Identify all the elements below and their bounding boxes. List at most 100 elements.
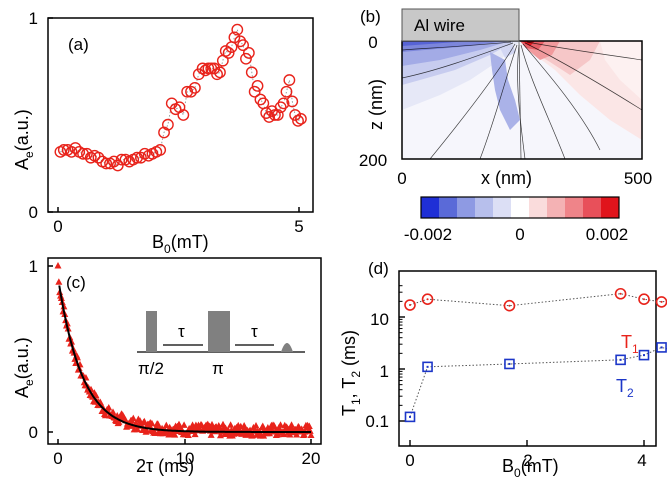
b-colorbar-segment — [475, 197, 494, 218]
a-data-point — [237, 39, 249, 52]
b-ytick-0: 0 — [368, 33, 377, 52]
a-data-point — [196, 62, 209, 75]
c-data-point — [277, 421, 285, 428]
c-pulse-sequence: τ τ π/2 π — [137, 311, 305, 378]
a-data-point — [283, 74, 296, 86]
a-data-point — [277, 97, 290, 110]
c-data-point — [115, 418, 123, 425]
c-xlabel: 2τ (ms) — [136, 456, 194, 476]
c-data-point — [252, 421, 260, 429]
a-data-point — [231, 23, 244, 36]
d-t2-point — [638, 349, 650, 361]
b-colorbar-segment — [439, 197, 458, 218]
d-t1-point-dot — [426, 298, 429, 301]
d-t1-point — [503, 299, 516, 312]
a-ytick-1: 1 — [29, 9, 38, 28]
panel-b-tag: (b) — [360, 7, 381, 26]
c-pulse-pi-half — [146, 311, 157, 352]
d-t2-point-dot — [660, 346, 663, 349]
b-ytick-200: 200 — [359, 151, 387, 170]
c-data-point — [271, 423, 279, 430]
d-t1-point-dot — [660, 300, 663, 303]
a-data-point — [161, 118, 174, 131]
a-data-point — [188, 81, 201, 94]
c-tau-1: τ — [178, 322, 185, 341]
b-colorbar-segment — [493, 197, 512, 218]
panel-c: (c) 0 1 0 10 20 2τ (ms) Ae(a.u.) τ τ π/2… — [12, 257, 322, 476]
c-data-point — [55, 278, 63, 285]
d-legend-t2: T2 — [616, 376, 634, 400]
d-t2-point-dot — [508, 362, 511, 365]
d-t2-point — [504, 358, 515, 370]
a-data-point — [289, 109, 302, 121]
b-colorbar-segment — [583, 197, 602, 218]
a-xtick-0: 0 — [53, 217, 62, 236]
c-data-point — [134, 425, 142, 433]
c-data-point — [207, 431, 215, 438]
d-xtick-2: 2 — [523, 451, 532, 470]
panel-c-tag: (c) — [66, 273, 86, 292]
b-colorbar-frame — [420, 196, 620, 219]
c-data-point — [60, 302, 68, 310]
a-data-point — [192, 68, 205, 81]
a-data-point — [251, 80, 264, 92]
c-data-point — [266, 429, 274, 437]
a-data-point — [100, 157, 113, 170]
a-data-point — [57, 144, 70, 156]
c-points — [54, 262, 315, 439]
c-ytick-0: 0 — [29, 423, 38, 442]
d-xtick-0: 0 — [405, 451, 414, 470]
a-data-point — [111, 159, 124, 172]
a-data-point — [135, 151, 147, 164]
a-ylabel: Ae(a.u.) — [12, 109, 36, 170]
a-connector-line — [60, 27, 302, 167]
a-data-point — [154, 144, 167, 156]
c-data-point — [219, 420, 227, 428]
c-pulse-pi — [208, 311, 230, 352]
a-data-point — [202, 62, 215, 75]
d-t1-point — [421, 293, 434, 305]
b-xlabel: x (nm) — [481, 168, 532, 188]
b-al-wire-box — [401, 8, 520, 42]
d-t2-point-dot — [619, 358, 622, 361]
c-xtick-20: 20 — [302, 449, 321, 468]
b-ylabel: z (nm) — [366, 79, 386, 130]
a-data-point — [115, 153, 128, 166]
panel-c-frame — [47, 257, 322, 445]
c-pi-label: π — [212, 359, 224, 378]
a-data-point — [268, 109, 281, 121]
d-t2-point — [422, 361, 433, 373]
b-al-wire-label: Al wire — [414, 16, 465, 35]
panel-a: (a) 0 1 0 5 B0(mT) Ae(a.u.) — [12, 9, 314, 256]
c-xtick-0: 0 — [53, 449, 62, 468]
c-data-point — [288, 421, 296, 428]
d-ylabel: T1, T2 (ms) — [339, 330, 363, 416]
d-t1-point — [404, 299, 416, 311]
b-cb-tick-min: -0.002 — [404, 225, 452, 244]
a-data-point — [185, 85, 197, 98]
d-legend-t1: T1 — [621, 332, 639, 356]
b-colorbar-segment — [601, 197, 620, 218]
a-data-point — [292, 114, 304, 127]
b-colorbar-segment — [565, 197, 584, 218]
c-data-point — [162, 421, 170, 429]
a-data-point — [263, 111, 276, 123]
d-t2-connector — [409, 346, 667, 418]
b-cb-tick-max: 0.002 — [586, 225, 629, 244]
d-t2-point — [404, 411, 416, 423]
c-ytick-1: 1 — [29, 257, 38, 276]
d-t1-point-dot — [508, 304, 511, 307]
c-data-point — [140, 417, 148, 425]
b-colorbar-segment — [511, 197, 530, 218]
c-fit-curve — [58, 285, 311, 433]
c-data-point — [148, 419, 156, 427]
a-ytick-0: 0 — [29, 203, 38, 222]
d-ytick-0.1: 0.1 — [365, 412, 389, 431]
d-ticks — [399, 285, 645, 446]
a-data-point — [177, 109, 190, 121]
d-points — [404, 287, 667, 423]
b-colorbar-segment — [529, 197, 548, 218]
c-data-point — [307, 431, 315, 438]
a-data-point — [222, 47, 235, 59]
